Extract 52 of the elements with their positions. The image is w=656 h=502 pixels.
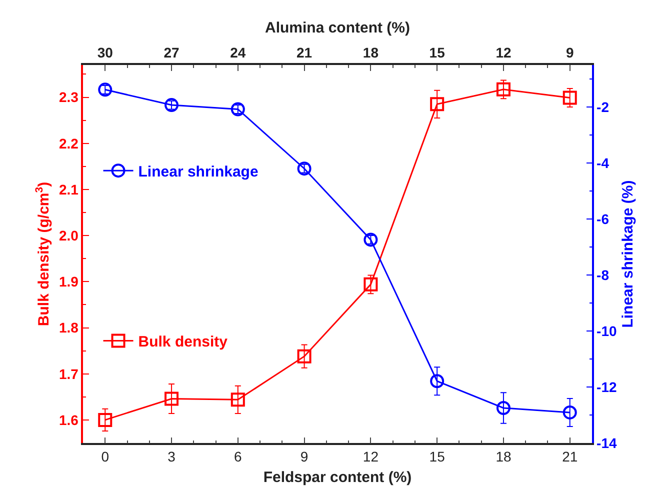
y2-tick-label: -14 — [596, 434, 617, 451]
y-tick-label: 2.1 — [58, 181, 79, 198]
point — [164, 392, 179, 406]
x-tick-label: 21 — [562, 448, 578, 465]
point — [430, 97, 444, 112]
point — [364, 277, 378, 292]
point — [297, 162, 312, 176]
y2-tick-label: -2 — [596, 98, 610, 115]
x-tick-label: 18 — [496, 448, 512, 465]
y2-tick-label: -8 — [596, 266, 610, 283]
point — [164, 98, 179, 112]
x-tick-label: 6 — [234, 448, 242, 465]
x2-tick-label: 24 — [230, 44, 246, 61]
point — [297, 349, 312, 364]
x2-tick-label: 12 — [496, 44, 512, 61]
legend-label: Linear shrinkage — [138, 163, 258, 180]
point — [230, 102, 245, 116]
x-tick-label: 3 — [168, 448, 176, 465]
x2-axis-title: Alumina content (%) — [265, 19, 410, 36]
y2-tick-label: -6 — [596, 210, 610, 227]
x2-tick-label: 15 — [429, 44, 446, 61]
y2-tick-label: -4 — [596, 154, 610, 171]
x-tick-label: 9 — [300, 448, 308, 465]
x2-tick-label: 18 — [362, 44, 379, 61]
x-tick-label: 15 — [429, 448, 446, 465]
y-tick-label: 1.9 — [58, 274, 79, 290]
x2-tick-label: 30 — [97, 44, 114, 61]
point — [430, 374, 444, 388]
x2-tick-label: 27 — [164, 44, 180, 61]
point — [496, 401, 510, 415]
y-tick-label: 1.7 — [58, 366, 79, 382]
point — [230, 392, 245, 407]
point — [562, 405, 577, 420]
point — [98, 412, 112, 427]
point — [98, 82, 112, 97]
x2-tick-label: 9 — [566, 44, 574, 61]
y-tick-label: 1.6 — [58, 412, 79, 428]
y-tick-label: 2.3 — [58, 89, 79, 106]
y-tick-label: 2.0 — [58, 227, 79, 244]
legend-label: Bulk density — [138, 334, 228, 351]
x-tick-label: 0 — [101, 448, 110, 465]
point — [496, 82, 510, 96]
y-tick-label: 2.2 — [58, 135, 79, 152]
y2-tick-label: -12 — [596, 378, 617, 395]
point — [562, 90, 577, 105]
x2-tick-label: 21 — [296, 44, 312, 61]
x-tick-label: 12 — [362, 448, 379, 465]
x-axis-title: Feldspar content (%) — [263, 469, 412, 486]
y-tick-label: 1.8 — [58, 320, 79, 336]
y2-axis-title: Linear shrinkage (%) — [620, 180, 636, 328]
y2-tick-label: -10 — [596, 322, 617, 339]
point — [364, 232, 378, 247]
